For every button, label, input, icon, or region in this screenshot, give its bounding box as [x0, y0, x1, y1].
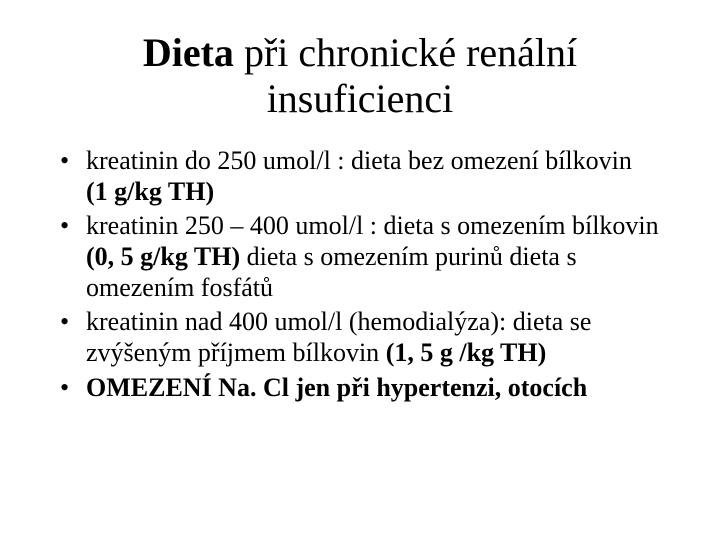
- bullet-bold: (1 g/kg TH): [86, 177, 214, 206]
- bullet-pre: kreatinin 250 – 400 umol/l : dieta s ome…: [86, 211, 659, 240]
- bullet-bold: (0, 5 g/kg TH): [86, 242, 240, 271]
- bullet-bold: OMEZENÍ Na. Cl jen při hypertenzi, otocí…: [86, 373, 587, 402]
- list-item: kreatinin 250 – 400 umol/l : dieta s ome…: [60, 211, 660, 303]
- slide-title: Dieta při chronické renální insuficienci: [50, 30, 670, 122]
- list-item: kreatinin do 250 umol/l : dieta bez omez…: [60, 146, 660, 207]
- list-item: OMEZENÍ Na. Cl jen při hypertenzi, otocí…: [60, 373, 660, 404]
- bullet-pre: kreatinin do 250 umol/l : dieta bez omez…: [86, 146, 632, 175]
- title-bold: Dieta: [143, 30, 234, 75]
- slide: Dieta při chronické renální insuficienci…: [0, 0, 720, 540]
- bullet-list: kreatinin do 250 umol/l : dieta bez omez…: [50, 146, 670, 403]
- title-rest: při chronické renální insuficienci: [234, 30, 577, 121]
- list-item: kreatinin nad 400 umol/l (hemodialýza): …: [60, 307, 660, 368]
- bullet-bold: (1, 5 g /kg TH): [386, 338, 547, 367]
